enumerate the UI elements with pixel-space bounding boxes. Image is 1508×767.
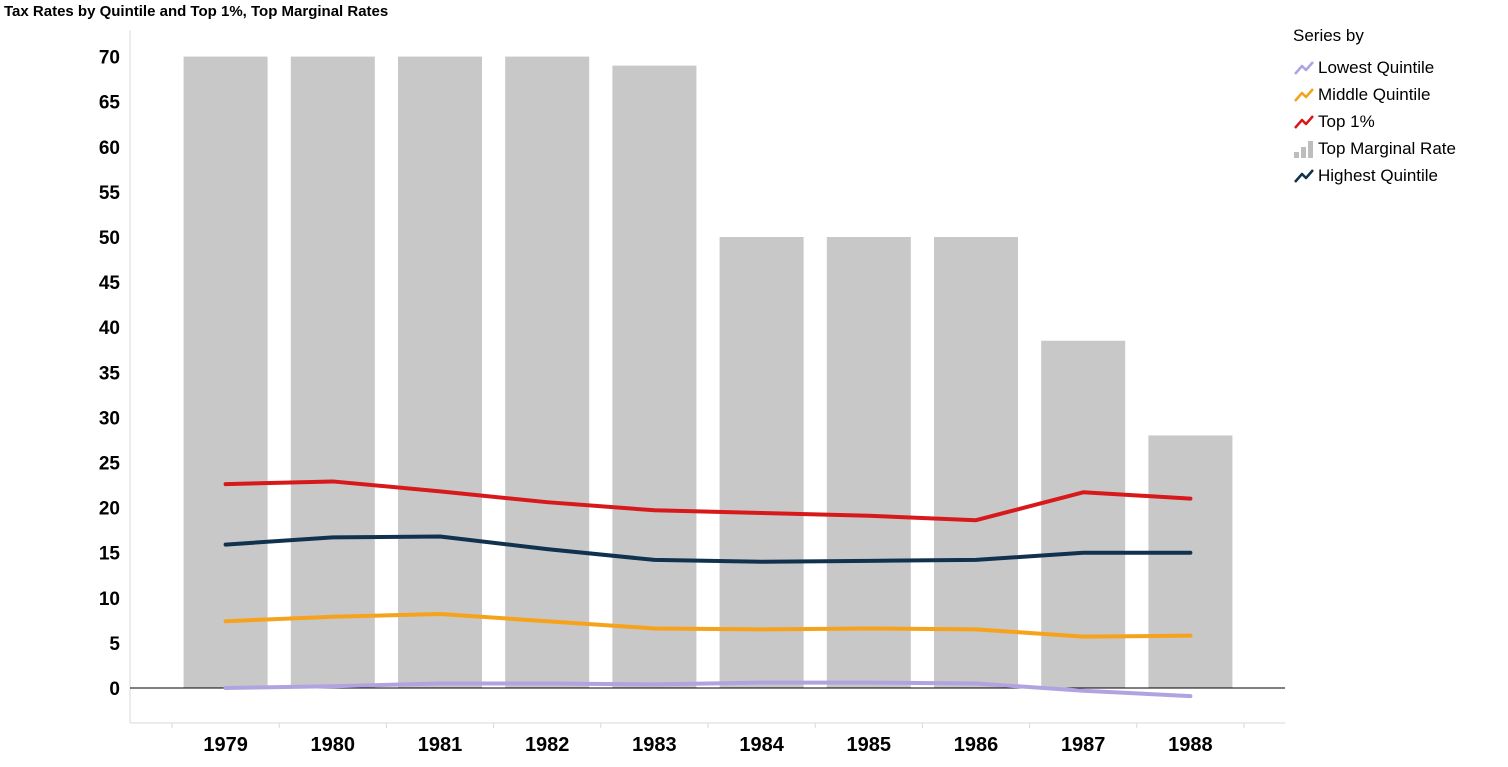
y-tick-label: 25	[99, 454, 121, 475]
x-tick-label: 1988	[1168, 734, 1213, 756]
y-tick-label: 30	[99, 408, 120, 429]
y-tick-label: 70	[99, 48, 120, 69]
y-tick-label: 20	[99, 499, 120, 520]
legend-label: Lowest Quintile	[1318, 57, 1435, 77]
y-tick-label: 5	[109, 634, 120, 655]
series-line-lowest-quintile[interactable]	[223, 680, 1193, 699]
x-tick-label: 1981	[418, 734, 463, 756]
y-tick-label: 60	[99, 138, 120, 159]
bar-top-marginal-rate[interactable]	[398, 56, 482, 689]
y-tick-label: 15	[99, 544, 121, 565]
legend-item[interactable]: Middle Quintile	[1293, 81, 1456, 108]
y-tick-label: 45	[99, 273, 121, 294]
legend-item[interactable]: Top Marginal Rate	[1293, 135, 1456, 162]
bar-top-marginal-rate[interactable]	[1148, 435, 1233, 688]
x-tick-label: 1985	[847, 734, 892, 756]
bar-top-marginal-rate[interactable]	[183, 56, 268, 689]
bar-top-marginal-rate[interactable]	[1041, 340, 1126, 688]
legend: Series by Lowest Quintile Middle Quintile…	[1293, 26, 1456, 189]
bar-chart-icon	[1294, 140, 1313, 158]
x-tick-label: 1983	[632, 734, 677, 756]
legend-title: Series by	[1293, 26, 1364, 45]
series-line-top-1[interactable]	[223, 479, 1193, 523]
bar-top-marginal-rate[interactable]	[290, 56, 375, 689]
x-tick-label: 1987	[1061, 734, 1106, 756]
legend-item[interactable]: Lowest Quintile	[1293, 54, 1456, 81]
bar-top-marginal-rate[interactable]	[934, 237, 1018, 688]
y-tick-label: 50	[99, 228, 120, 249]
bar-top-marginal-rate[interactable]	[826, 237, 911, 688]
chart-title: Tax Rates by Quintile and Top 1%, Top Ma…	[4, 3, 389, 20]
y-tick-label: 35	[99, 363, 121, 384]
y-tick-label: 10	[99, 589, 120, 610]
series-line-middle-quintile[interactable]	[223, 612, 1193, 639]
y-tick-label: 0	[109, 679, 120, 700]
y-tick-label: 40	[99, 318, 120, 339]
legend-label: Middle Quintile	[1318, 84, 1431, 104]
line-chart-icon	[1294, 114, 1314, 129]
line-chart-icon	[1294, 87, 1314, 102]
x-tick-label: 1984	[739, 734, 784, 756]
bar-top-marginal-rate[interactable]	[505, 56, 590, 689]
y-tick-label: 65	[99, 93, 121, 114]
x-tick-label: 1986	[954, 734, 999, 756]
y-tick-label: 55	[99, 183, 121, 204]
legend-item[interactable]: Top 1%	[1293, 108, 1456, 135]
x-tick-label: 1982	[525, 734, 570, 756]
bar-top-marginal-rate[interactable]	[612, 65, 697, 689]
legend-label: Top 1%	[1318, 111, 1375, 131]
bar-top-marginal-rate[interactable]	[719, 237, 804, 688]
line-chart-icon	[1294, 168, 1314, 183]
legend-label: Top Marginal Rate	[1318, 138, 1456, 158]
x-tick-label: 1979	[203, 734, 248, 756]
series-line-highest-quintile[interactable]	[223, 534, 1193, 564]
legend-label: Highest Quintile	[1318, 165, 1439, 185]
legend-item[interactable]: Highest Quintile	[1293, 162, 1456, 189]
x-tick-label: 1980	[311, 734, 356, 756]
line-chart-icon	[1294, 60, 1314, 75]
